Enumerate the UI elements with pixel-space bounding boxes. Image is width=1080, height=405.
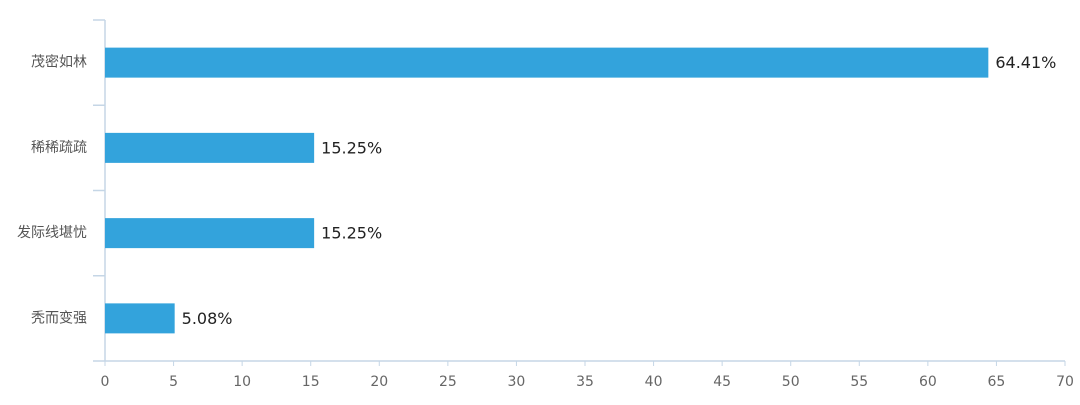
bar bbox=[105, 132, 315, 163]
value-label: 15.25% bbox=[321, 138, 382, 157]
x-tick-label: 20 bbox=[370, 374, 388, 390]
x-tick-label: 70 bbox=[1056, 374, 1074, 390]
value-label: 64.41% bbox=[995, 53, 1056, 72]
bar bbox=[105, 218, 315, 249]
bar bbox=[105, 303, 175, 334]
y-tick-label: 茂密如林 bbox=[31, 54, 87, 71]
y-tick-label: 秃而变强 bbox=[31, 310, 87, 326]
x-tick-label: 30 bbox=[508, 374, 526, 390]
x-tick-label: 60 bbox=[919, 374, 937, 390]
y-tick-label: 发际线堪忧 bbox=[17, 225, 87, 241]
x-tick-label: 55 bbox=[850, 374, 868, 390]
x-tick-label: 0 bbox=[101, 374, 110, 390]
y-tick-label: 稀稀疏疏 bbox=[31, 140, 87, 156]
x-tick-label: 65 bbox=[988, 374, 1006, 390]
x-tick-label: 45 bbox=[713, 374, 731, 390]
x-tick-label: 25 bbox=[439, 374, 457, 390]
x-tick-label: 35 bbox=[576, 374, 594, 390]
bar bbox=[105, 47, 989, 78]
x-tick-label: 40 bbox=[645, 374, 663, 390]
x-tick-label: 50 bbox=[782, 374, 800, 390]
value-label: 15.25% bbox=[321, 224, 382, 243]
x-tick-label: 15 bbox=[302, 374, 320, 390]
value-label: 5.08% bbox=[182, 309, 233, 328]
x-tick-label: 5 bbox=[169, 374, 178, 390]
x-tick-label: 10 bbox=[233, 374, 251, 390]
